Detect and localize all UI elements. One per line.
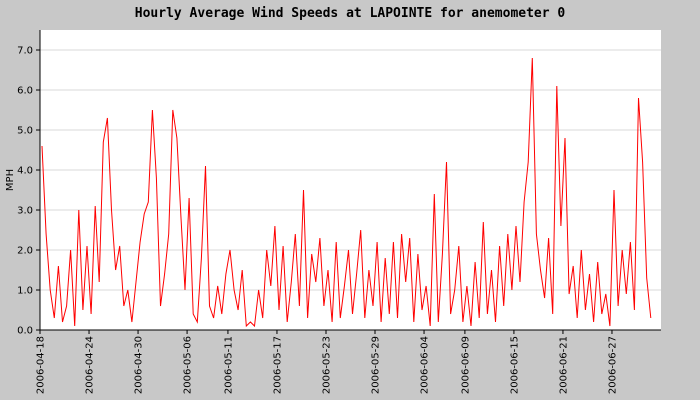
y-tick-label: 5.0 xyxy=(17,126,33,137)
x-tick-label: 2006-05-06 xyxy=(183,336,194,394)
y-tick-label: 2.0 xyxy=(17,246,33,257)
x-tick-label: 2006-06-27 xyxy=(607,336,618,394)
x-tick-label: 2006-06-21 xyxy=(558,336,569,394)
x-tick-label: 2006-04-24 xyxy=(85,336,96,394)
x-tick-label: 2006-06-04 xyxy=(420,336,431,394)
chart-title: Hourly Average Wind Speeds at LAPOINTE f… xyxy=(135,6,566,21)
x-tick-label: 2006-05-29 xyxy=(371,336,382,394)
y-tick-label: 0.0 xyxy=(17,326,33,337)
x-tick-label: 2006-06-09 xyxy=(460,336,471,394)
y-tick-label: 6.0 xyxy=(17,86,33,97)
y-tick-label: 4.0 xyxy=(17,166,33,177)
y-tick-label: 7.0 xyxy=(17,46,33,57)
axes-layer: 0.0 1.0 2.0 3.0 4.0 5.0 6.0 7.0 2006-04-18 2006-0… xyxy=(17,30,661,394)
x-tick-label: 2006-04-18 xyxy=(36,336,47,394)
x-tick-label: 2006-05-23 xyxy=(321,336,332,394)
x-tick-label: 2006-05-11 xyxy=(223,336,234,394)
y-tick-label: 1.0 xyxy=(17,286,33,297)
wind-speed-series-line xyxy=(41,57,652,328)
y-tick-label: 3.0 xyxy=(17,206,33,217)
x-tick-label: 2006-04-30 xyxy=(134,336,145,394)
x-tick-label: 2006-05-17 xyxy=(272,336,283,394)
series-layer xyxy=(41,57,652,328)
gridlines xyxy=(40,49,661,331)
x-tick-label: 2006-06-15 xyxy=(509,336,520,394)
y-axis-label: MPH xyxy=(5,169,16,191)
